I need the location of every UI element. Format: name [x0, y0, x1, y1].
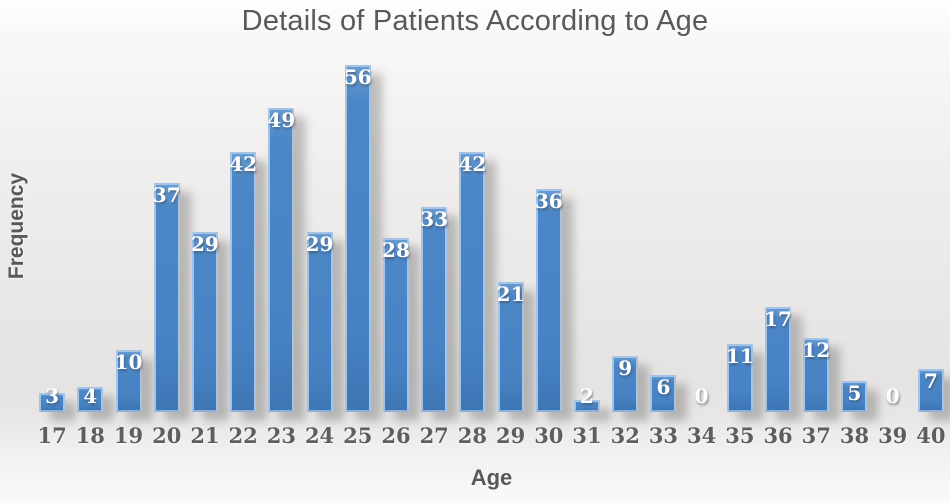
bar-age-18	[77, 387, 104, 412]
bar-value-label: 3	[45, 384, 60, 408]
bar-value-label: 56	[343, 64, 372, 89]
x-tick-label: 33	[648, 423, 679, 448]
bar-value-label: 42	[458, 151, 487, 176]
x-tick-label: 39	[878, 423, 908, 448]
bar-age-35	[726, 343, 753, 412]
bar-value-label: 21	[496, 281, 525, 306]
bar-age-23	[268, 108, 295, 412]
bar-value-label: 36	[534, 188, 563, 213]
x-tick-label: 23	[266, 423, 296, 448]
bar-value-label: 12	[802, 337, 831, 362]
bar-value-label: 0	[885, 384, 900, 408]
bar-value-label: 9	[618, 356, 633, 381]
bar-age-28	[459, 151, 486, 412]
bar-age-24	[306, 232, 333, 412]
bar-value-label: 17	[764, 306, 792, 331]
chart-title: Details of Patients According to Age	[241, 5, 709, 37]
bar-value-label: 6	[656, 374, 671, 399]
y-axis-title: Frequency	[5, 172, 28, 280]
bar-value-label: 11	[725, 343, 754, 368]
plot-area: 3 4 10 37 29 42 49 29 56 28 33 42 21 36 2 9 6 0 11 17 12 5 0 7	[33, 56, 950, 412]
bar-age-32	[612, 356, 639, 412]
bar-age-19	[115, 350, 142, 412]
bar-value-label: 7	[923, 368, 938, 393]
bar-age-31	[574, 399, 601, 412]
bar-value-label: 10	[114, 350, 143, 374]
x-tick-label: 40	[916, 423, 946, 448]
bar-value-label: 4	[83, 384, 98, 408]
x-axis-tick-labels: 17 18 19 20 21 22 23 24 25 26 27 28 29 30 31 32 33 34 35 36…	[33, 423, 950, 451]
x-tick-label: 18	[75, 423, 105, 448]
x-tick-label: 26	[381, 423, 411, 448]
x-tick-label: 28	[457, 423, 487, 448]
x-tick-label: 36	[763, 423, 793, 448]
bar-age-40	[917, 368, 944, 412]
x-tick-label: 17	[37, 423, 67, 448]
x-tick-label: 20	[152, 423, 182, 448]
bar-value-label: 49	[267, 108, 296, 133]
bar-value-label: 2	[580, 384, 594, 408]
bar-value-label: 28	[382, 238, 410, 263]
bar-age-33	[650, 374, 677, 412]
bar-age-21	[191, 232, 218, 412]
x-tick-label: 38	[839, 423, 870, 448]
bar-value-label: 29	[191, 232, 219, 257]
x-tick-label: 21	[190, 423, 220, 448]
bar-age-25	[344, 64, 371, 412]
x-tick-label: 19	[113, 423, 144, 448]
bar-value-label: 5	[847, 381, 862, 405]
bar-age-17	[39, 393, 66, 412]
bar-age-29	[497, 281, 524, 412]
bar-age-36	[765, 306, 792, 412]
x-tick-label: 34	[687, 423, 717, 448]
bar-value-label: 0	[694, 384, 709, 408]
x-tick-label: 37	[801, 423, 831, 448]
x-tick-label: 31	[572, 423, 602, 448]
x-axis-title: Age	[470, 465, 513, 490]
x-tick-label: 32	[610, 423, 640, 448]
bar-age-30	[535, 188, 562, 412]
bar-age-37	[803, 337, 830, 412]
bar-age-38	[841, 381, 868, 412]
x-tick-label: 24	[304, 423, 335, 448]
bar-value-label: 42	[229, 151, 258, 176]
x-tick-label: 25	[343, 423, 373, 448]
bar-age-20	[153, 182, 180, 412]
bar-value-label: 37	[152, 182, 181, 207]
bar-age-26	[382, 238, 409, 412]
bar-value-label: 33	[420, 207, 449, 232]
x-tick-label: 29	[495, 423, 526, 448]
x-tick-label: 22	[228, 423, 258, 448]
x-tick-label: 35	[725, 423, 755, 448]
bar-age-27	[421, 207, 448, 412]
bar-value-label: 29	[305, 232, 334, 257]
x-tick-label: 30	[534, 423, 564, 448]
bar-age-22	[230, 151, 257, 412]
x-tick-label: 27	[419, 423, 449, 448]
